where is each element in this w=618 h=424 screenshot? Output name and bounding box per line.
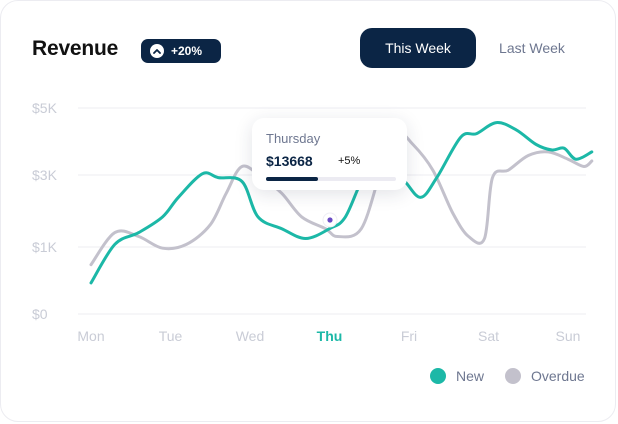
- highlight-marker-dot: [327, 217, 333, 223]
- growth-badge-text: +20%: [171, 44, 203, 58]
- y-tick-label: $0: [32, 306, 48, 322]
- this-week-button[interactable]: This Week: [360, 28, 476, 68]
- tooltip-progress-track: [266, 177, 396, 181]
- y-tick-label: $1K: [32, 239, 58, 255]
- legend-dot-overdue: [505, 368, 521, 384]
- legend-label-new: New: [456, 368, 485, 384]
- chevron-up-icon: [150, 44, 164, 58]
- legend-dot-new: [430, 368, 446, 384]
- x-tick-label: Wed: [236, 328, 265, 344]
- y-tick-label: $5K: [32, 100, 58, 116]
- x-tick-label: Tue: [159, 328, 183, 344]
- y-axis-ticks: $0 $1K $3K $5K: [32, 100, 58, 322]
- x-tick-label: Fri: [401, 328, 417, 344]
- chart-markers: [322, 212, 338, 228]
- x-tick-label: Sat: [478, 328, 499, 344]
- legend-item-new[interactable]: New: [430, 366, 484, 386]
- chart-tooltip: Thursday $13668 +5%: [252, 118, 407, 190]
- x-axis-ticks: Mon Tue Wed Thu Fri Sat Sun: [77, 328, 580, 344]
- y-tick-label: $3K: [32, 167, 58, 183]
- tooltip-change: +5%: [338, 155, 361, 167]
- growth-badge: +20%: [141, 39, 221, 63]
- tooltip-day: Thursday: [266, 131, 321, 146]
- chart-title: Revenue: [32, 37, 119, 60]
- legend-label-overdue: Overdue: [531, 368, 585, 384]
- series-line-overdue: [89, 131, 594, 267]
- legend-item-overdue[interactable]: Overdue: [505, 366, 585, 386]
- x-tick-label: Thu: [317, 328, 343, 344]
- tooltip-progress-fill: [266, 177, 318, 181]
- x-tick-label: Sun: [556, 328, 581, 344]
- last-week-button[interactable]: Last Week: [487, 28, 577, 68]
- tooltip-value: $13668: [266, 153, 313, 169]
- x-tick-label: Mon: [77, 328, 104, 344]
